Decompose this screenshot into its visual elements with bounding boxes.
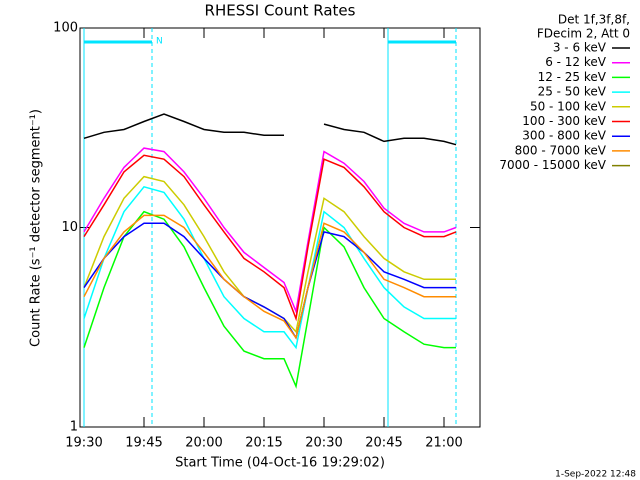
legend-title: Det 1f,3f,8f, xyxy=(558,13,630,27)
series-line xyxy=(83,185,456,350)
x-tick-label: 20:45 xyxy=(365,436,402,451)
legend-title: FDecim 2, Att 0 xyxy=(537,27,630,41)
legend-label: 300 - 800 keV xyxy=(522,129,606,143)
legend-label: 25 - 50 keV xyxy=(538,85,607,99)
plot-frame xyxy=(79,27,481,428)
x-tick-label: 19:45 xyxy=(125,436,162,451)
legend-label: 50 - 100 keV xyxy=(530,99,607,113)
legend-label: 7000 - 15000 keV xyxy=(499,158,606,172)
y-tick-label: 100 xyxy=(53,21,78,36)
y-tick-label: 10 xyxy=(61,220,78,235)
y-tick-label: 1 xyxy=(70,420,78,435)
legend-label: 100 - 300 keV xyxy=(522,114,606,128)
series-line xyxy=(83,154,457,322)
legend-label: 6 - 12 keV xyxy=(545,55,607,69)
series-line xyxy=(83,175,456,334)
series-line xyxy=(83,210,456,389)
x-tick-label: 20:30 xyxy=(305,436,342,451)
interval-label: N xyxy=(156,37,163,47)
legend-label: 800 - 7000 keV xyxy=(515,143,607,157)
x-tick-label: 20:15 xyxy=(245,436,282,451)
series-line xyxy=(83,147,457,314)
x-tick-label: 19:30 xyxy=(65,436,102,451)
legend-label: 3 - 6 keV xyxy=(553,41,607,55)
x-tick-label: 20:00 xyxy=(185,436,222,451)
chart-title: RHESSI Count Rates xyxy=(205,2,356,20)
series-line xyxy=(83,113,457,146)
x-tick-label: 21:00 xyxy=(425,436,462,451)
footer: 1-Sep-2022 12:48 xyxy=(555,470,636,480)
series-line xyxy=(83,214,456,340)
x-axis-label: Start Time (04-Oct-16 19:29:02) xyxy=(175,456,385,471)
series-line xyxy=(83,222,456,340)
legend-label: 12 - 25 keV xyxy=(538,70,607,84)
y-axis-label: Count Rate (s⁻¹ detector segment⁻¹) xyxy=(29,109,44,347)
